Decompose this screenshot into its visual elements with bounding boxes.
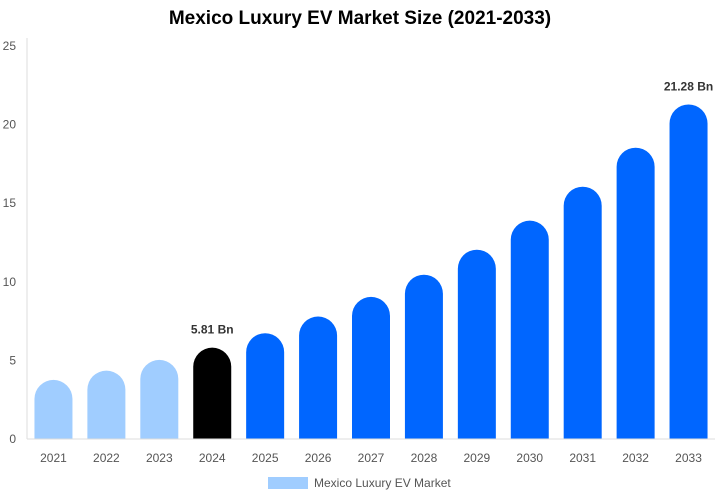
bar-2022 (87, 370, 126, 439)
bar-2021 (34, 379, 73, 439)
data-label: 5.81 Bn (191, 323, 234, 337)
x-tick-label: 2026 (305, 451, 332, 465)
x-tick-label: 2031 (569, 451, 596, 465)
bar-2027 (352, 296, 390, 439)
data-label: 21.28 Bn (664, 79, 713, 93)
x-tick-label: 2022 (93, 451, 120, 465)
bar-2030 (510, 220, 549, 439)
x-tick-label: 2024 (199, 451, 226, 465)
bar-2032 (616, 147, 655, 439)
bar-2026 (299, 316, 338, 439)
bar-2025 (246, 333, 285, 439)
x-tick-label: 2021 (40, 451, 67, 465)
bar-2029 (457, 249, 496, 439)
y-tick-label: 15 (3, 196, 17, 210)
y-tick-label: 5 (9, 353, 16, 367)
x-tick-label: 2030 (516, 451, 543, 465)
y-tick-label: 25 (3, 39, 17, 53)
y-tick-label: 0 (9, 432, 16, 446)
x-tick-label: 2025 (252, 451, 279, 465)
bar-2028 (404, 274, 443, 439)
x-tick-label: 2032 (622, 451, 649, 465)
legend-label: Mexico Luxury EV Market (314, 476, 451, 490)
x-tick-label: 2023 (146, 451, 173, 465)
bar-2024 (193, 347, 232, 439)
x-tick-label: 2028 (411, 451, 438, 465)
bar-2031 (563, 186, 602, 439)
y-tick-label: 10 (3, 275, 17, 289)
y-tick-label: 20 (3, 118, 17, 132)
chart-title: Mexico Luxury EV Market Size (2021-2033) (168, 8, 552, 29)
x-tick-label: 2033 (675, 451, 702, 465)
bar-2023 (140, 359, 179, 439)
x-tick-label: 2027 (358, 451, 385, 465)
bar-2033 (669, 104, 708, 440)
legend-swatch (268, 477, 308, 489)
legend[interactable]: Mexico Luxury EV Market (268, 476, 451, 490)
x-tick-label: 2029 (463, 451, 490, 465)
